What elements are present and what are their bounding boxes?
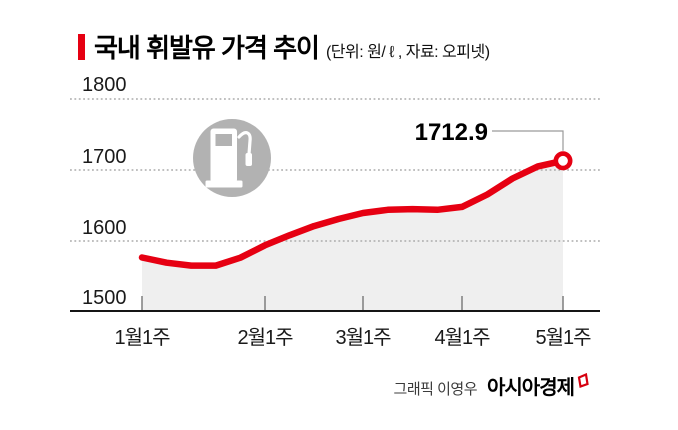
x-axis-label-jan: 1월1주 xyxy=(114,327,170,349)
callout-line xyxy=(492,130,564,151)
unit-source-note: (단위: 원/ ℓ , 자료: 오피넷) xyxy=(325,44,490,61)
page-title: 국내 휘발유 가격 추이 xyxy=(94,33,320,63)
credit-line: 그래픽 이영우 아시아경제 xyxy=(394,371,590,400)
x-axis-label-feb: 2월1주 xyxy=(237,327,293,349)
graphic-author: 그래픽 이영우 xyxy=(393,381,478,398)
price-line xyxy=(138,157,567,269)
title-accent-bar xyxy=(78,33,85,60)
y-axis-label-1800: 1800 xyxy=(82,74,127,96)
fuel-pump-icon xyxy=(193,119,271,197)
y-axis-label-1600: 1600 xyxy=(82,217,127,239)
end-value-label: 1712.9 xyxy=(414,119,488,146)
y-axis-label-1500: 1500 xyxy=(82,287,127,309)
endpoint-marker xyxy=(553,151,573,171)
x-axis-label-apr: 4월1주 xyxy=(434,327,490,349)
area-fill xyxy=(142,160,563,312)
brand-name: 아시아경제 xyxy=(487,377,575,399)
x-axis-label-may: 5월1주 xyxy=(535,327,591,349)
header: 국내 휘발유 가격 추이 (단위: 원/ ℓ , 자료: 오피넷) xyxy=(78,28,490,65)
brand-logo-icon xyxy=(577,373,589,388)
x-axis-label-mar: 3월1주 xyxy=(335,327,391,349)
y-axis-label-1700: 1700 xyxy=(82,146,127,168)
